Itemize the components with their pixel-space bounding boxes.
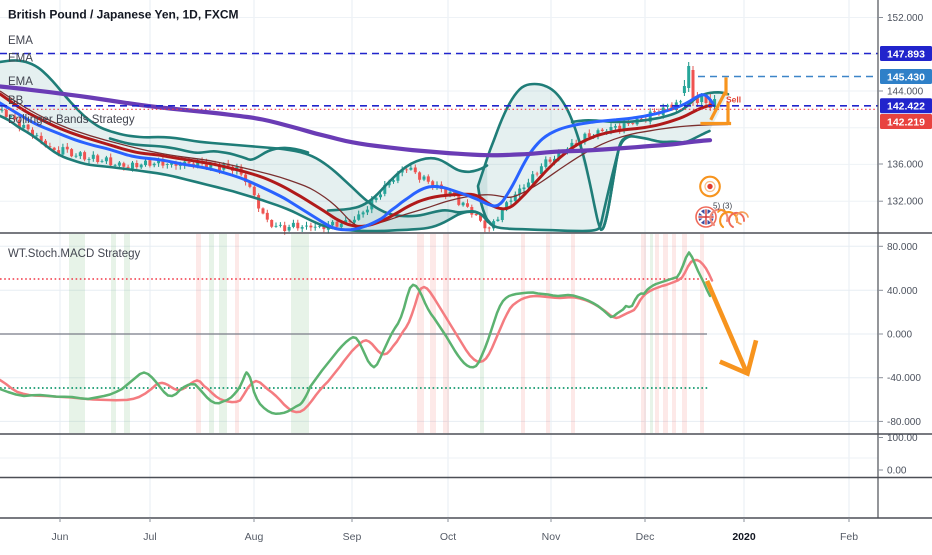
svg-text:40.000: 40.000 bbox=[887, 286, 918, 297]
svg-text:0.00: 0.00 bbox=[887, 466, 907, 477]
svg-text:100.00: 100.00 bbox=[887, 433, 918, 444]
svg-text:152.000: 152.000 bbox=[887, 13, 924, 24]
svg-text:147.893: 147.893 bbox=[887, 48, 925, 60]
svg-text:0.000: 0.000 bbox=[887, 330, 912, 341]
svg-text:136.000: 136.000 bbox=[887, 160, 924, 171]
svg-text:80.000: 80.000 bbox=[887, 242, 918, 253]
svg-text:Aug: Aug bbox=[245, 531, 264, 543]
svg-text:Bollinger Bands Strategy: Bollinger Bands Strategy bbox=[8, 114, 135, 126]
svg-text:BB: BB bbox=[8, 95, 24, 107]
svg-text:2020: 2020 bbox=[732, 531, 756, 543]
svg-text:EMA: EMA bbox=[8, 35, 33, 47]
svg-text:Oct: Oct bbox=[440, 531, 456, 543]
svg-text:Jul: Jul bbox=[143, 531, 156, 543]
svg-text:144.000: 144.000 bbox=[887, 87, 924, 98]
svg-text:-80.000: -80.000 bbox=[887, 417, 921, 428]
svg-text:Sep: Sep bbox=[343, 531, 362, 543]
svg-text:Jun: Jun bbox=[52, 531, 69, 543]
svg-text:142.422: 142.422 bbox=[887, 101, 925, 113]
svg-text:Dec: Dec bbox=[636, 531, 655, 543]
svg-text:Nov: Nov bbox=[542, 531, 561, 543]
svg-text:5) (3): 5) (3) bbox=[713, 202, 732, 211]
svg-text:132.000: 132.000 bbox=[887, 197, 924, 208]
svg-text:British Pound / Japanese Yen,: British Pound / Japanese Yen, 1D, FXCM bbox=[8, 8, 239, 22]
svg-text:Feb: Feb bbox=[840, 531, 858, 543]
svg-text:EMA: EMA bbox=[8, 76, 33, 88]
svg-text:WT.Stoch.MACD Strategy: WT.Stoch.MACD Strategy bbox=[8, 248, 141, 260]
svg-text:-40.000: -40.000 bbox=[887, 373, 921, 384]
svg-text:142.219: 142.219 bbox=[887, 116, 925, 128]
svg-text:145.430: 145.430 bbox=[887, 71, 925, 83]
svg-text:EMA: EMA bbox=[8, 53, 33, 65]
svg-text:Sell: Sell bbox=[726, 95, 741, 105]
